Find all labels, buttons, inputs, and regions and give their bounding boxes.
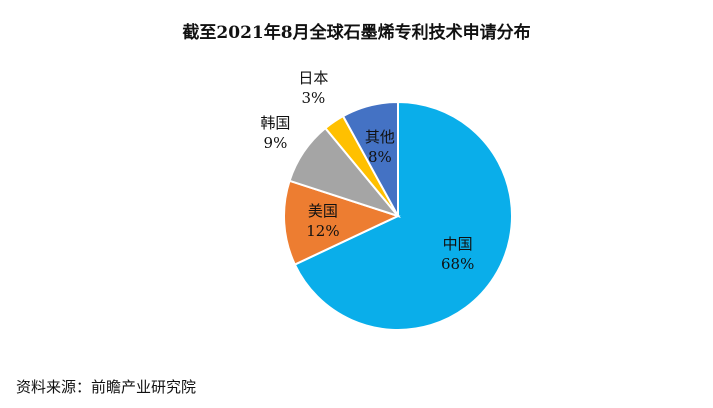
slice-name: 美国: [307, 201, 338, 220]
slice-label-0: 中国 68%: [441, 234, 474, 274]
slice-value: 3%: [301, 88, 326, 107]
slice-label-1: 美国 12%: [306, 201, 339, 241]
pie-slice-0: [293, 100, 513, 331]
slice-label-2: 韩国 9%: [260, 113, 290, 153]
pie-slice-4: [341, 100, 399, 217]
slice-name: 其他: [364, 128, 395, 147]
slice-name: 日本: [298, 68, 329, 87]
slice-name: 韩国: [260, 113, 291, 132]
slice-name: 中国: [442, 234, 473, 253]
slice-label-4: 其他 8%: [365, 127, 395, 167]
slice-value: 68%: [441, 254, 475, 273]
chart-title: 截至2021年8月全球石墨烯专利技术申请分布: [182, 23, 531, 43]
slice-value: 12%: [306, 221, 340, 240]
pie-slice-1: [283, 179, 401, 266]
slice-value: 8%: [367, 148, 392, 167]
slice-label-3: 日本 3%: [298, 68, 328, 108]
slice-value: 9%: [263, 133, 288, 152]
source-note: 资料来源：前瞻产业研究院: [16, 378, 197, 396]
